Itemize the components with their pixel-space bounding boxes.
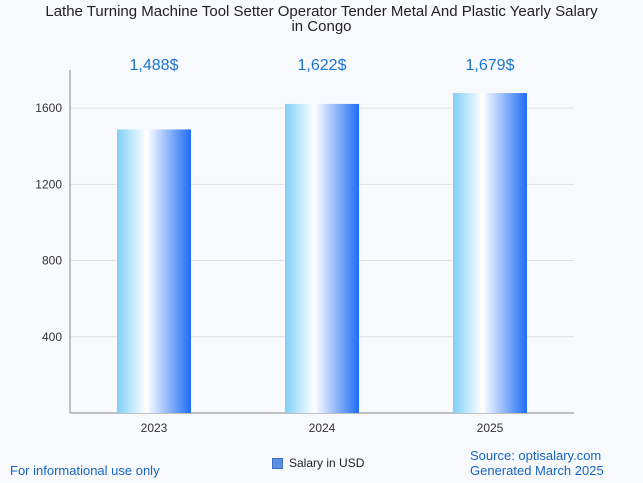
- bar-2024: [285, 103, 359, 414]
- legend-swatch: [272, 457, 283, 469]
- chart-title-line1: Lathe Turning Machine Tool Setter Operat…: [45, 3, 598, 20]
- data-label-2025: 1,679$: [466, 57, 515, 74]
- y-tick-label: 1200: [35, 177, 62, 191]
- source-info: Source: optisalary.com Generated March 2…: [470, 448, 604, 478]
- bar-2023: [117, 129, 191, 413]
- chart-title: Lathe Turning Machine Tool Setter Operat…: [0, 4, 643, 34]
- y-tick-label: 400: [42, 330, 62, 344]
- y-tick-label: 1600: [35, 101, 62, 115]
- data-label-2023: 1,488$: [130, 57, 179, 74]
- x-tick-label: 2025: [477, 421, 504, 435]
- legend-label: Salary in USD: [289, 456, 365, 470]
- generated-text: Generated March 2025: [470, 463, 604, 478]
- x-tick-label: 2024: [309, 421, 336, 435]
- y-tick-label: 800: [42, 254, 62, 268]
- source-text: Source: optisalary.com: [470, 448, 602, 463]
- chart-title-line2: in Congo: [291, 18, 352, 35]
- legend: Salary in USD: [272, 456, 364, 470]
- disclaimer-text: For informational use only: [10, 463, 160, 478]
- x-tick-label: 2023: [141, 421, 168, 435]
- bar-2025: [453, 93, 527, 413]
- data-label-2024: 1,622$: [298, 57, 347, 74]
